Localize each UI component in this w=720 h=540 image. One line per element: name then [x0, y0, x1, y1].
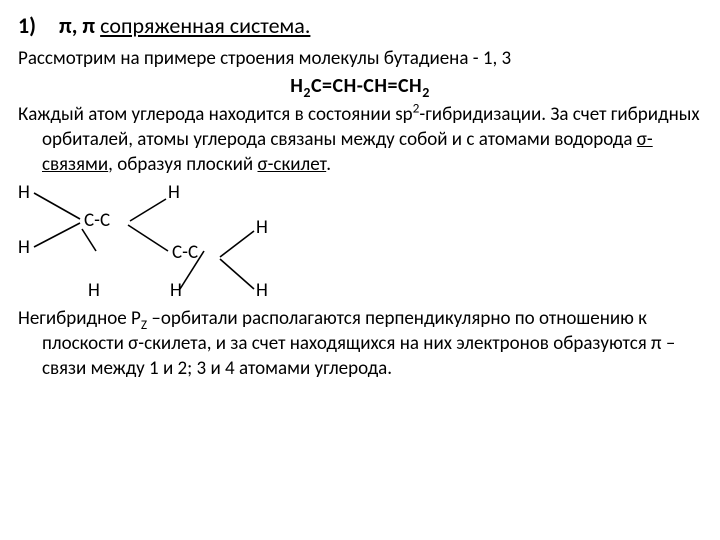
intro-line: Рассмотрим на примере строения молекулы …: [18, 47, 702, 72]
formula-mid: C=CH-CH=CH: [311, 74, 422, 98]
formula-sub2a: 2: [303, 84, 311, 101]
heading-title: сопряженная система.: [100, 12, 310, 39]
molecular-formula: H2C=CH-CH=CH2: [18, 73, 702, 99]
heading-pi: π, π: [59, 12, 95, 39]
formula-h: H: [290, 74, 303, 98]
diag-CC2: C-C: [172, 241, 198, 266]
diag-H-br: H: [256, 279, 268, 304]
diag-H-r1: H: [256, 216, 268, 241]
diag-H-bm: H: [170, 279, 182, 304]
structure-diagram: H H H C-C C-C H H H H: [18, 181, 348, 303]
diag-H-bl: H: [88, 279, 100, 304]
diag-CC1: C-C: [84, 209, 110, 234]
diag-H-tl: H: [18, 181, 30, 206]
heading-number: 1): [18, 12, 36, 39]
diag-H-ml: H: [18, 236, 30, 261]
pz-t1: Негибридное P: [18, 307, 141, 330]
heading: 1) π, π сопряженная система.: [18, 12, 702, 41]
hybridization-paragraph: Каждый атом углерода находится в состоян…: [18, 103, 702, 177]
hyb-t3: , образуя плоский: [108, 153, 257, 176]
pz-paragraph: Негибридное PZ –орбитали располагаются п…: [18, 307, 702, 381]
hyb-t1: Каждый атом углерода находится в состоян…: [18, 103, 413, 126]
formula-sub2b: 2: [422, 84, 430, 101]
diag-H-tm: H: [168, 181, 180, 206]
hyb-sigma2: σ-скилет: [258, 153, 327, 176]
hyb-dot: .: [326, 153, 331, 176]
